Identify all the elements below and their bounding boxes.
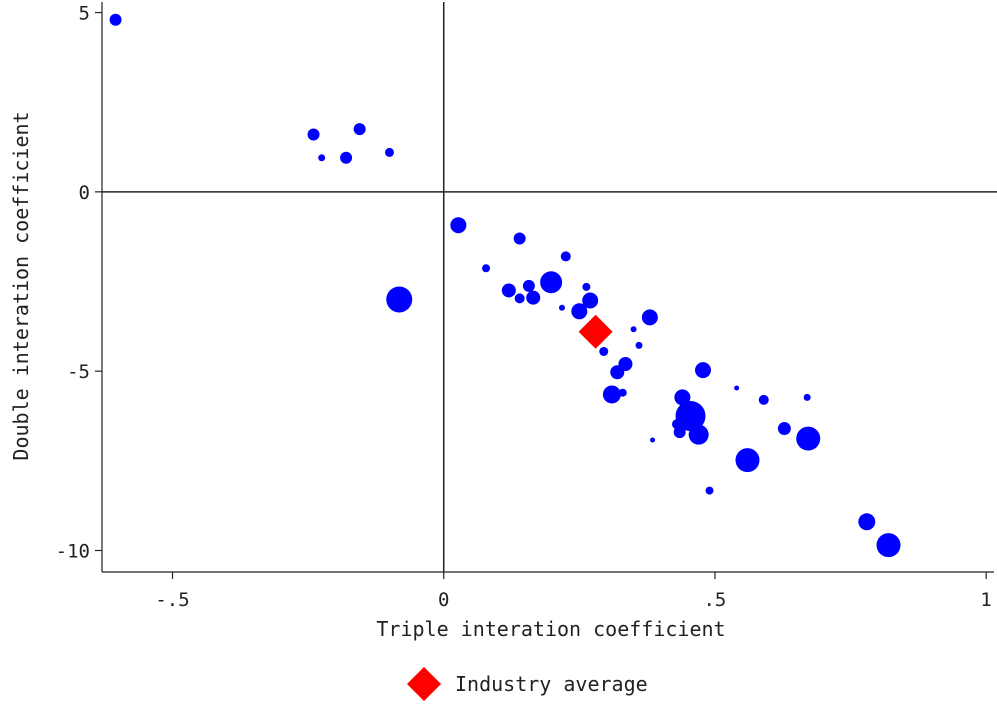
data-point — [650, 437, 656, 443]
data-point — [673, 426, 686, 439]
data-points — [109, 13, 901, 558]
x-tick-label: -.5 — [155, 589, 189, 611]
data-point — [340, 151, 353, 164]
data-point — [618, 388, 627, 397]
data-point — [482, 264, 491, 273]
data-point — [803, 393, 811, 401]
data-point — [560, 251, 571, 262]
data-point — [688, 424, 709, 445]
data-point — [109, 13, 122, 26]
legend-marker-diamond — [407, 667, 441, 701]
data-point — [558, 304, 565, 311]
data-point — [695, 362, 712, 379]
data-point — [540, 271, 563, 294]
data-point — [777, 422, 791, 436]
reference-lines — [102, 2, 997, 572]
x-axis-label: Triple interation coefficient — [376, 617, 725, 641]
data-point — [582, 292, 599, 309]
data-point — [513, 232, 526, 245]
data-point — [635, 341, 643, 349]
data-point — [705, 486, 714, 495]
data-point — [641, 309, 658, 326]
data-point — [758, 394, 769, 405]
data-point — [318, 154, 326, 162]
axes: 5 0 -5 -10 -.5 0 .5 1 — [56, 2, 994, 611]
data-point — [501, 283, 516, 298]
data-point — [674, 389, 691, 406]
data-point — [618, 357, 633, 371]
data-point — [514, 293, 525, 304]
data-point — [522, 279, 535, 292]
y-tick-label: 0 — [79, 182, 90, 204]
data-point — [386, 286, 413, 313]
industry-average-marker — [578, 314, 613, 349]
data-point — [876, 533, 901, 558]
data-point — [602, 385, 621, 404]
y-tick-label: -5 — [67, 361, 90, 383]
data-point — [526, 290, 541, 305]
data-point — [307, 128, 320, 141]
y-axis-label: Double interation coefficient — [9, 111, 33, 460]
data-point — [353, 123, 366, 136]
data-point — [582, 282, 591, 291]
data-point — [734, 385, 740, 391]
y-tick-label: 5 — [79, 3, 90, 25]
x-tick-label: .5 — [703, 589, 726, 611]
industry-average-layer — [578, 314, 613, 349]
data-point — [450, 217, 467, 234]
data-point — [384, 147, 394, 157]
data-point — [796, 426, 821, 451]
data-point — [630, 326, 637, 333]
data-point — [858, 513, 876, 531]
data-point — [571, 303, 588, 320]
y-tick-label: -10 — [56, 540, 90, 562]
x-tick-label: 1 — [980, 589, 991, 611]
legend: Industry average — [407, 667, 648, 701]
legend-label: Industry average — [455, 672, 648, 696]
x-tick-label: 0 — [438, 589, 449, 611]
data-point — [599, 346, 609, 356]
data-point — [735, 448, 760, 473]
data-point — [675, 401, 706, 431]
